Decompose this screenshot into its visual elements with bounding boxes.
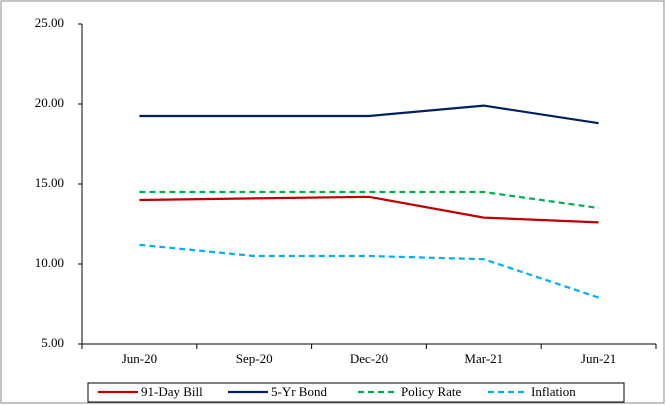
legend-label: Policy Rate: [401, 384, 462, 399]
series-line: [139, 195, 599, 224]
x-tick-label: Jun-21: [581, 351, 616, 366]
y-tick-label: 20.00: [35, 95, 64, 110]
legend-label: 5-Yr Bond: [271, 384, 327, 399]
x-tick-label: Jun-20: [122, 351, 157, 366]
series-line: [139, 243, 599, 299]
x-tick-label: Mar-21: [464, 351, 503, 366]
series-line: [139, 104, 599, 125]
y-tick-label: 15.00: [35, 175, 64, 190]
x-tick-label: Dec-20: [350, 351, 388, 366]
legend-box: [87, 382, 625, 403]
legend-label: Inflation: [531, 384, 576, 399]
y-tick-label: 5.00: [41, 335, 64, 350]
x-tick-label: Sep-20: [236, 351, 273, 366]
y-tick-label: 10.00: [35, 255, 64, 270]
series-line: [139, 190, 599, 210]
y-tick-label: 25.00: [35, 15, 64, 30]
legend-label: 91-Day Bill: [141, 384, 203, 399]
